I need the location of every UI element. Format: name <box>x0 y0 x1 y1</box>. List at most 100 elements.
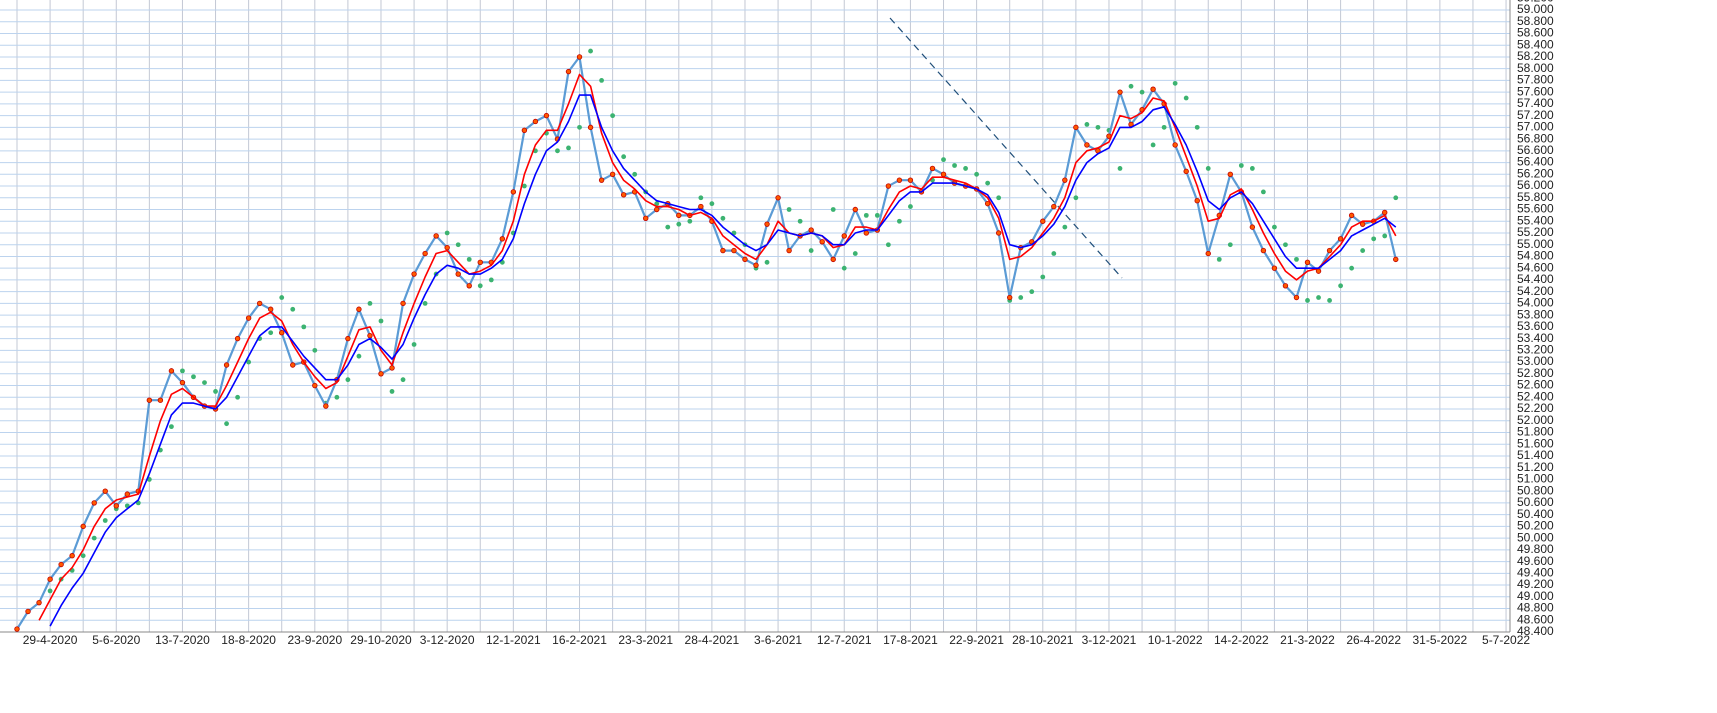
data-point <box>91 500 97 506</box>
data-point <box>1183 95 1189 101</box>
y-tick-label: 50.400 <box>1517 507 1554 521</box>
y-tick-label: 59.000 <box>1517 2 1554 16</box>
data-point <box>521 127 528 133</box>
y-tick-label: 52.400 <box>1517 389 1554 403</box>
y-tick-label: 54.400 <box>1517 272 1554 286</box>
y-tick-label: 48.600 <box>1517 612 1554 626</box>
data-point <box>411 342 417 347</box>
data-point <box>488 277 494 283</box>
data-point <box>290 306 296 312</box>
data-point <box>202 380 207 386</box>
y-tick-label: 51.400 <box>1517 448 1554 462</box>
data-point <box>598 177 605 183</box>
series-line <box>49 94 1397 627</box>
x-tick-label: 17-8-2021 <box>883 633 938 647</box>
data-point <box>223 362 230 368</box>
data-point <box>940 171 947 177</box>
y-tick-label: 54.600 <box>1517 260 1554 274</box>
data-point <box>422 300 428 306</box>
y-tick-label: 57.400 <box>1517 96 1554 110</box>
data-point <box>830 256 836 263</box>
x-tick-label: 14-2-2022 <box>1214 633 1269 647</box>
data-point <box>1382 209 1388 216</box>
data-point <box>863 230 870 236</box>
data-point <box>720 215 726 221</box>
y-tick-label: 57.000 <box>1517 120 1554 134</box>
data-point <box>786 207 792 212</box>
data-point <box>455 271 461 277</box>
data-point <box>576 54 583 60</box>
data-point <box>720 247 726 254</box>
data-point <box>1260 189 1266 195</box>
data-point <box>1371 236 1377 242</box>
data-point <box>422 250 428 257</box>
data-point <box>301 324 307 330</box>
data-point <box>58 561 64 568</box>
data-point <box>1348 212 1355 219</box>
y-tick-label: 57.200 <box>1517 108 1554 122</box>
x-tick-label: 21-3-2022 <box>1280 633 1335 647</box>
y-tick-label: 57.600 <box>1517 84 1554 98</box>
data-point <box>1128 83 1134 89</box>
data-point <box>47 576 53 582</box>
data-point <box>224 421 229 427</box>
data-point <box>256 300 263 307</box>
data-point <box>235 394 241 400</box>
y-tick-label: 50.000 <box>1517 530 1554 544</box>
y-tick-label: 53.200 <box>1517 343 1554 357</box>
data-point <box>643 215 649 222</box>
data-point <box>808 248 814 253</box>
data-point <box>698 203 704 210</box>
data-point <box>698 195 704 201</box>
data-point <box>1073 195 1079 201</box>
data-point <box>1216 256 1222 262</box>
data-point <box>168 368 175 374</box>
data-point <box>566 145 571 151</box>
data-point <box>499 236 506 242</box>
data-point <box>180 368 185 374</box>
y-tick-label: 50.600 <box>1517 495 1554 509</box>
data-point <box>665 224 671 230</box>
data-point <box>908 204 913 209</box>
data-point <box>213 389 218 394</box>
data-point <box>113 503 119 509</box>
data-point <box>929 165 936 172</box>
data-point <box>102 518 108 523</box>
data-point <box>963 166 968 171</box>
data-point <box>896 177 903 183</box>
y-tick-label: 53.000 <box>1517 354 1554 368</box>
data-point <box>1172 80 1178 86</box>
data-point <box>102 488 108 494</box>
data-point <box>1095 124 1101 130</box>
data-point <box>290 362 296 368</box>
data-point <box>1073 124 1079 131</box>
data-point <box>1062 224 1068 230</box>
data-point <box>1393 256 1399 263</box>
data-point <box>444 244 450 251</box>
data-point <box>1293 294 1300 301</box>
data-point <box>279 330 285 336</box>
data-point <box>1084 142 1090 148</box>
data-point <box>367 332 373 339</box>
data-point <box>1305 298 1310 303</box>
data-point <box>742 256 748 263</box>
data-point <box>1294 256 1299 262</box>
x-tick-label: 16-2-2021 <box>552 633 607 647</box>
data-point <box>764 259 770 265</box>
data-point <box>124 491 130 497</box>
data-point <box>897 218 902 224</box>
data-point <box>941 157 946 163</box>
data-point <box>1304 259 1311 266</box>
data-point <box>599 78 604 83</box>
data-point <box>885 183 892 189</box>
data-point <box>687 218 693 224</box>
data-point <box>1249 224 1256 230</box>
data-point <box>1382 233 1388 239</box>
y-tick-label: 58.200 <box>1517 49 1554 63</box>
data-point <box>786 247 792 254</box>
x-tick-label: 10-1-2022 <box>1148 633 1203 647</box>
data-point <box>345 377 351 383</box>
y-tick-label: 54.800 <box>1517 249 1554 263</box>
data-point <box>1393 195 1399 201</box>
y-tick-label: 53.400 <box>1517 331 1554 345</box>
